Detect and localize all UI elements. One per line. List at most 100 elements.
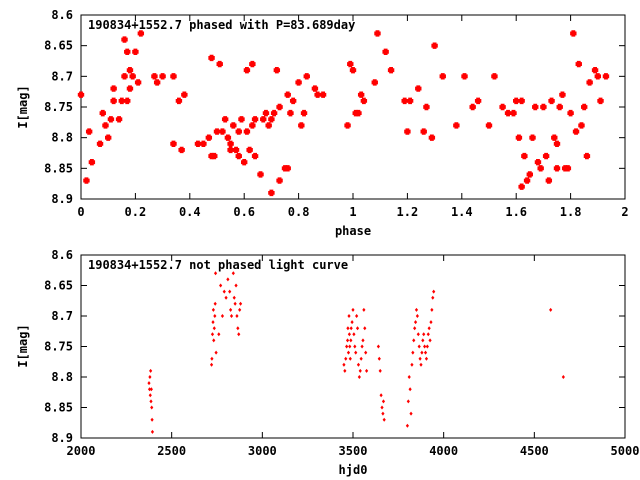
phased-data-point bbox=[99, 109, 106, 117]
unphased-data-point bbox=[220, 314, 225, 318]
phased-data-point bbox=[548, 97, 555, 105]
unphased-data-point bbox=[360, 344, 364, 349]
phased-data-point bbox=[151, 73, 158, 80]
phased-data-point bbox=[159, 73, 166, 80]
unphased-data-point bbox=[379, 393, 383, 398]
unphased-data-point bbox=[233, 301, 237, 306]
phased-data-point bbox=[564, 165, 572, 172]
phased-data-point bbox=[371, 79, 378, 86]
phased-data-point bbox=[260, 116, 267, 123]
phased-data-point bbox=[295, 79, 302, 86]
phased-x-tick-label: 0.8 bbox=[288, 205, 310, 219]
unphased-data-point bbox=[380, 405, 384, 410]
phased-data-point bbox=[540, 103, 547, 111]
phased-data-point bbox=[523, 177, 531, 184]
unphased-data-point bbox=[377, 356, 381, 361]
phased-data-point bbox=[208, 54, 215, 62]
unphased-data-point bbox=[351, 307, 355, 312]
phased-data-point bbox=[249, 60, 256, 68]
unphased-data-point bbox=[353, 344, 357, 349]
unphased-y-tick-label: 8.65 bbox=[44, 279, 73, 293]
phased-x-tick-label: 1.6 bbox=[505, 205, 527, 219]
unphased-data-point bbox=[232, 295, 236, 300]
unphased-data-point bbox=[147, 387, 152, 392]
phased-data-point bbox=[262, 109, 270, 117]
unphased-data-points bbox=[147, 271, 565, 434]
phased-data-point bbox=[581, 103, 588, 111]
phased-data-point bbox=[461, 73, 468, 80]
phased-data-point bbox=[521, 152, 528, 160]
phased-data-point bbox=[238, 116, 245, 123]
unphased-data-point bbox=[416, 332, 420, 337]
phased-data-point bbox=[570, 30, 577, 37]
phased-data-point bbox=[591, 67, 599, 74]
unphased-data-point bbox=[235, 314, 239, 318]
phased-data-point bbox=[273, 67, 281, 74]
unphased-data-point bbox=[211, 320, 215, 325]
unphased-data-point bbox=[364, 350, 368, 355]
unphased-data-point bbox=[150, 417, 154, 422]
phased-data-point bbox=[499, 103, 506, 111]
phased-data-point bbox=[221, 116, 229, 123]
phased-data-point bbox=[567, 109, 574, 117]
phased-y-tick-label: 8.8 bbox=[51, 131, 73, 145]
unphased-data-point bbox=[149, 399, 153, 404]
phased-data-point bbox=[572, 128, 580, 135]
unphased-panel: 2000 2500 3000 3500 4000 4500 5000 8.68.658.78… bbox=[16, 248, 639, 477]
unphased-x-tick-label: 3000 bbox=[248, 444, 277, 458]
phased-data-point bbox=[118, 97, 125, 105]
unphased-data-point bbox=[420, 350, 424, 355]
unphased-data-point bbox=[222, 289, 226, 294]
phased-data-point bbox=[257, 171, 264, 178]
unphased-data-point bbox=[382, 417, 386, 422]
phased-data-point bbox=[504, 109, 512, 117]
phased-data-point bbox=[415, 85, 422, 92]
unphased-data-point bbox=[210, 356, 214, 361]
phased-data-point bbox=[241, 159, 248, 166]
phased-data-point bbox=[121, 73, 128, 80]
phased-data-point bbox=[349, 67, 357, 74]
unphased-data-point bbox=[345, 344, 349, 349]
phased-data-point bbox=[534, 159, 542, 166]
unphased-y-ticks: 8.6 8.65 8.7 8.75 8.8 8.85 8.9 bbox=[44, 248, 625, 445]
unphased-data-point bbox=[431, 295, 435, 300]
unphased-data-point bbox=[211, 307, 215, 312]
phased-data-point bbox=[85, 128, 93, 135]
phased-x-tick-label: 1 bbox=[349, 205, 356, 219]
phased-data-point bbox=[518, 97, 525, 105]
phased-data-point bbox=[126, 67, 134, 74]
unphased-plot-frame bbox=[80, 254, 626, 439]
unphased-data-point bbox=[417, 344, 421, 349]
phased-data-point bbox=[553, 140, 561, 147]
unphased-data-point bbox=[213, 301, 217, 306]
unphased-y-tick-label: 8.8 bbox=[51, 370, 73, 384]
phased-data-point bbox=[83, 177, 90, 184]
unphased-data-point bbox=[148, 375, 152, 379]
phased-data-point bbox=[102, 122, 109, 129]
unphased-x-ticks: 2000 2500 3000 3500 4000 4500 5000 bbox=[67, 255, 639, 458]
phased-data-point bbox=[110, 85, 117, 92]
phased-y-ticks: 8.6 8.65 8.7 8.75 8.8 8.85 8.9 bbox=[44, 8, 625, 206]
phased-data-point bbox=[537, 165, 544, 172]
unphased-data-point bbox=[419, 362, 423, 367]
phased-data-point bbox=[428, 134, 436, 141]
phased-data-point bbox=[298, 122, 305, 129]
phased-data-point bbox=[594, 73, 601, 80]
phased-data-point bbox=[469, 103, 476, 111]
phased-data-point bbox=[303, 73, 310, 80]
unphased-y-tick-label: 8.85 bbox=[44, 401, 73, 415]
unphased-data-point bbox=[426, 332, 430, 337]
unphased-data-point bbox=[349, 338, 353, 343]
phased-data-point bbox=[404, 128, 411, 135]
phased-data-point bbox=[532, 103, 539, 111]
unphased-data-point bbox=[226, 277, 230, 282]
unphased-data-point bbox=[149, 368, 153, 373]
phased-data-point bbox=[529, 134, 536, 141]
phased-panel: 0 0.2 0.4 0.6 0.8 1 1.2 1.4 1.6 1.8 2 8.68.658.78.… bbox=[16, 8, 629, 238]
phased-data-point bbox=[134, 79, 142, 86]
phased-data-point bbox=[88, 159, 96, 166]
unphased-data-point bbox=[224, 295, 228, 300]
unphased-data-point bbox=[409, 411, 413, 416]
phased-data-point bbox=[211, 152, 218, 160]
phased-x-tick-label: 2 bbox=[621, 205, 628, 219]
